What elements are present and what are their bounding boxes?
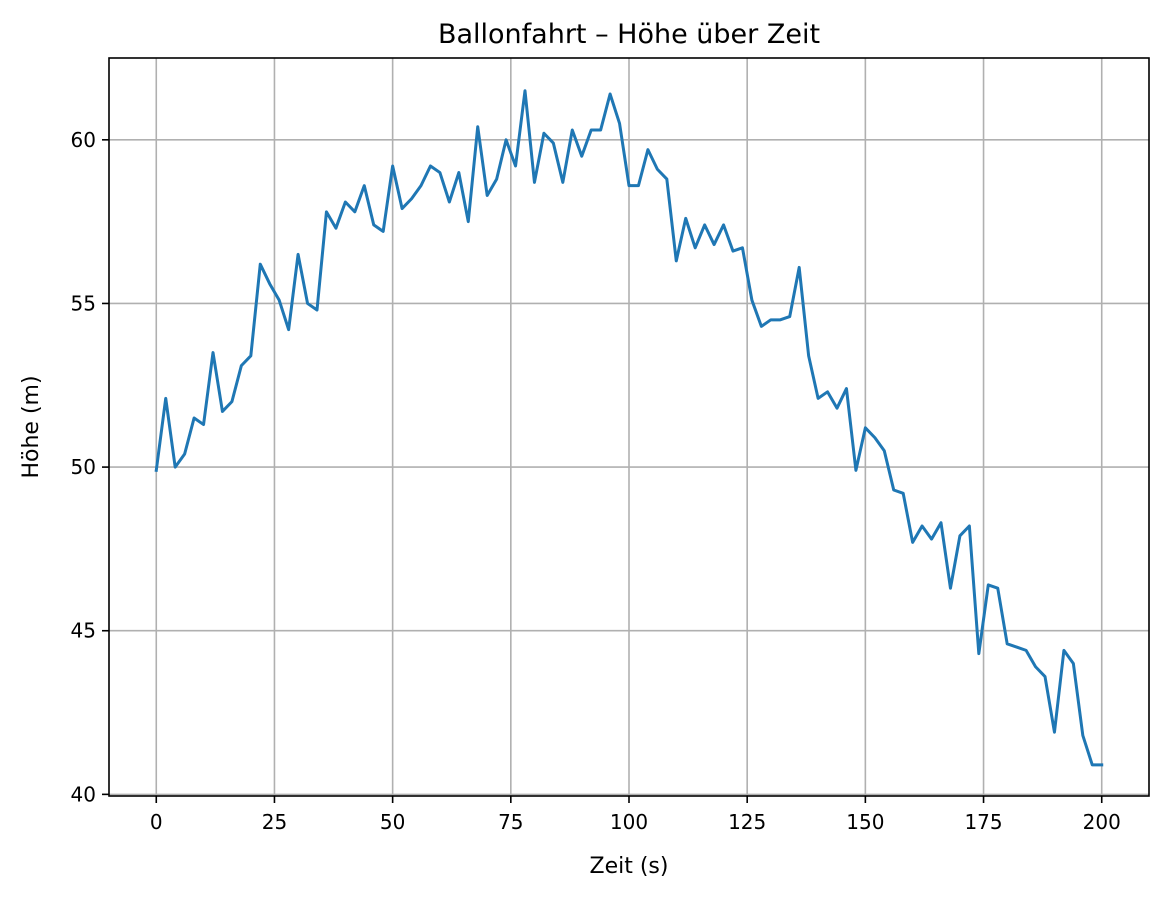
y-tick-label: 55 (71, 291, 96, 315)
y-tick-label: 40 (71, 782, 96, 806)
y-tick-label: 45 (71, 619, 96, 643)
x-tick-label: 25 (262, 810, 287, 834)
x-tick-label: 200 (1083, 810, 1121, 834)
chart-title: Ballonfahrt – Höhe über Zeit (438, 19, 820, 50)
x-tick-label: 75 (498, 810, 523, 834)
x-tick-label: 100 (610, 810, 648, 834)
x-axis-label: Zeit (s) (590, 854, 669, 879)
x-tick-label: 0 (150, 810, 163, 834)
plot-area: 0 25 50 75 100 125 150 175 200 40 45 50 55 60 (71, 57, 1150, 834)
y-tick-label: 50 (71, 455, 96, 479)
y-axis-label: Höhe (m) (19, 375, 44, 478)
x-tick-label: 125 (728, 810, 766, 834)
x-tick-label: 175 (964, 810, 1002, 834)
x-tick-label: 150 (846, 810, 884, 834)
y-tick-label: 60 (71, 128, 96, 152)
x-tick-label: 50 (380, 810, 405, 834)
series-line (154, 89, 1104, 767)
